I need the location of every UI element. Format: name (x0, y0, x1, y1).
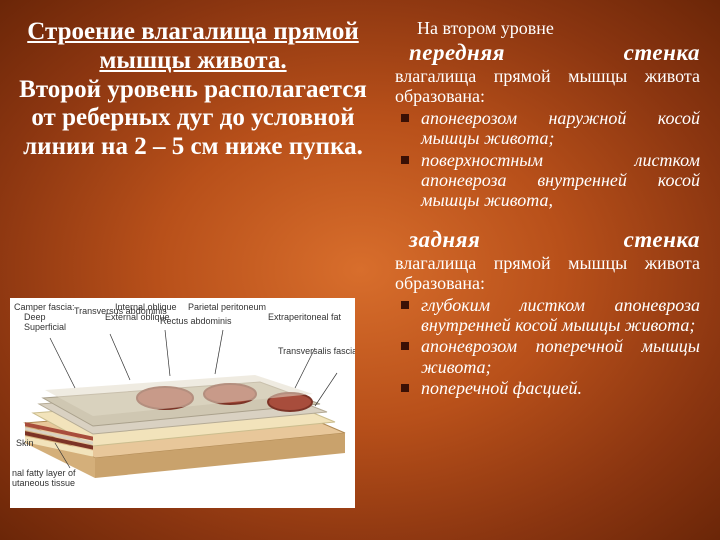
svg-text:Camper fascia:: Camper fascia: (14, 302, 75, 312)
section2-head: задняя стенка (395, 227, 700, 253)
list-item: апоневрозом поперечной мышцы живота; (399, 336, 700, 376)
section2-after: влагалища прямой мышцы живота образована… (395, 253, 700, 293)
svg-text:Parietal peritoneum: Parietal peritoneum (188, 302, 266, 312)
svg-text:utaneous tissue: utaneous tissue (12, 478, 75, 488)
svg-text:Transversalis fascia: Transversalis fascia (278, 346, 355, 356)
svg-text:Superficial: Superficial (24, 322, 66, 332)
slide-title-underlined: Строение влагалища прямой мышцы живота. (18, 18, 368, 76)
section1-word-a: передняя (395, 40, 505, 66)
svg-text:nal fatty layer of: nal fatty layer of (12, 468, 76, 478)
list-item: апоневрозом наружной косой мышцы живота; (399, 108, 700, 148)
list-item: поперечной фасцией. (399, 378, 700, 398)
svg-text:Extraperitoneal fat: Extraperitoneal fat (268, 312, 342, 322)
right-text-block: На втором уровне передняя стенка влагали… (395, 18, 700, 399)
slide-title-rest: Второй уровень располагается от реберных… (18, 76, 368, 162)
list-item: поверхностным листком апоневроза внутрен… (399, 150, 700, 210)
list1: апоневрозом наружной косой мышцы живота;… (395, 108, 700, 210)
list-item: глубоким листком апоневроза внутренней к… (399, 295, 700, 335)
svg-text:Deep: Deep (24, 312, 46, 322)
anatomy-diagram: Camper fascia: Deep Superficial Transver… (10, 298, 355, 508)
svg-text:Rectus abdominis: Rectus abdominis (160, 316, 232, 326)
svg-text:Internal oblique: Internal oblique (115, 302, 177, 312)
list2: глубоким листком апоневроза внутренней к… (395, 295, 700, 398)
section1-word-b: стенка (610, 40, 700, 66)
section2-word-b: стенка (610, 227, 700, 253)
section1-after: влагалища прямой мышцы живота образована… (395, 66, 700, 106)
svg-text:Skin: Skin (16, 438, 34, 448)
section1-head: передняя стенка (395, 40, 700, 66)
intro-line: На втором уровне (395, 18, 700, 38)
section2-word-a: задняя (395, 227, 480, 253)
